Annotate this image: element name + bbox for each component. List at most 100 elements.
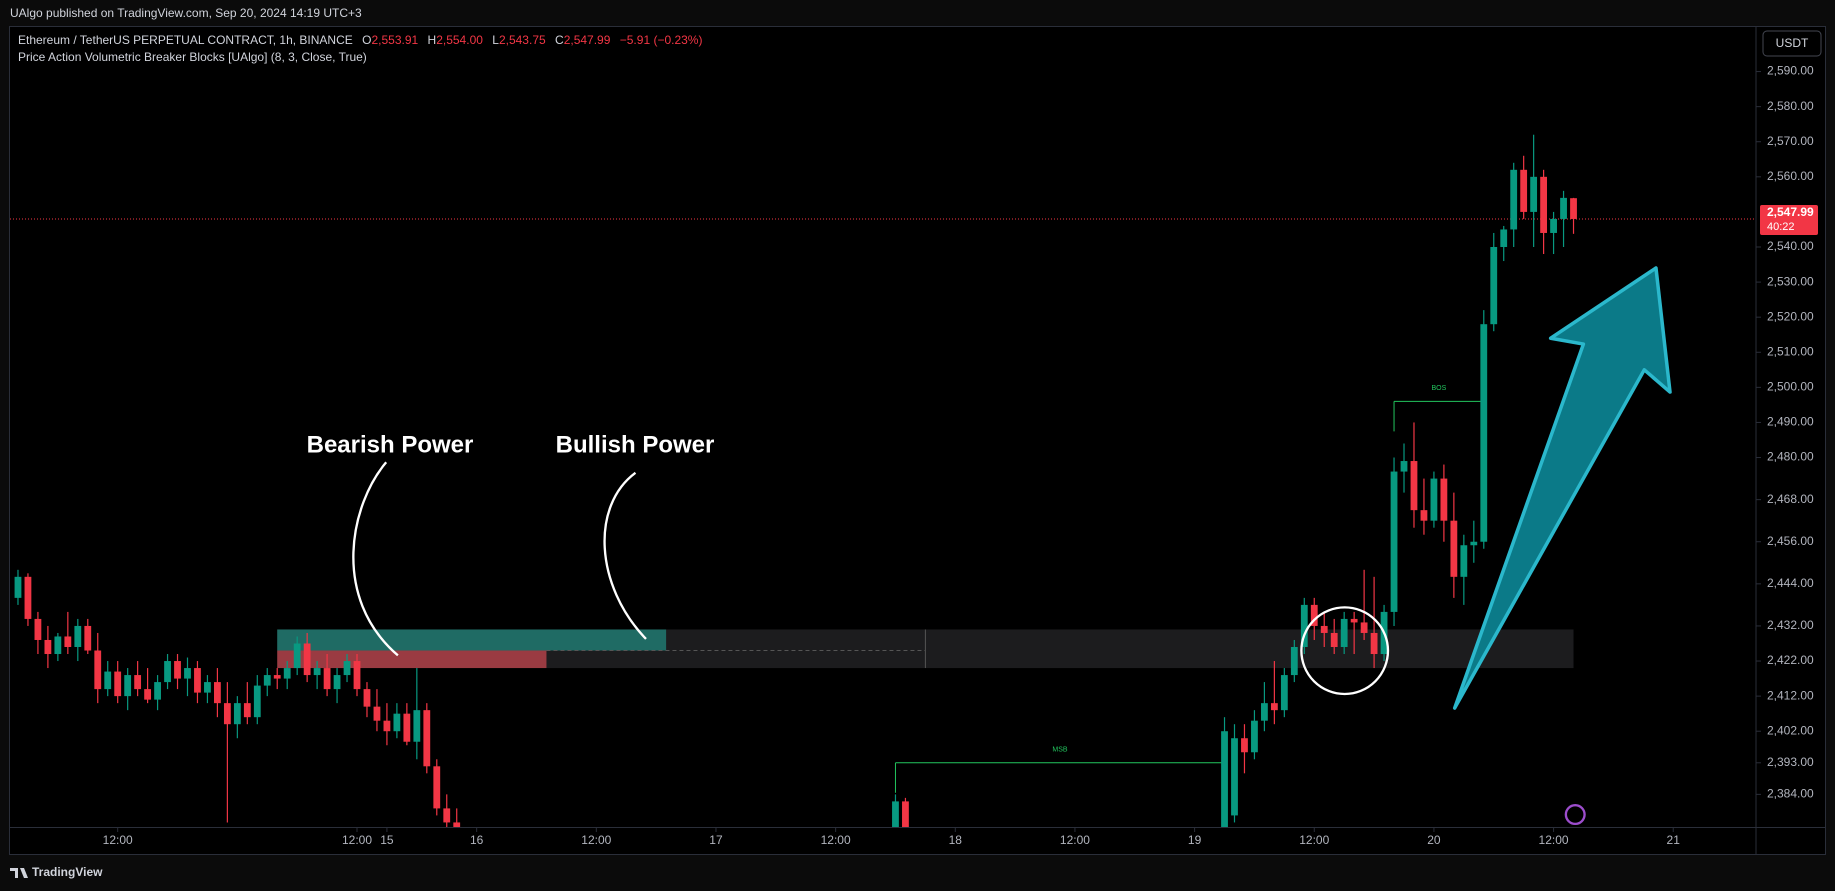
candle-body xyxy=(1300,604,1308,647)
ohlc-value: 2,547.99 xyxy=(564,33,611,47)
candle-body xyxy=(74,625,82,647)
candle-body xyxy=(892,801,899,827)
y-tick-label: 2,520.00 xyxy=(1767,309,1814,323)
candle-body xyxy=(1350,618,1358,623)
candle-body xyxy=(1390,471,1398,612)
y-tick-label: 2,490.00 xyxy=(1767,415,1814,429)
candle-body xyxy=(1410,461,1418,511)
x-tick-label: 18 xyxy=(949,833,963,847)
candle-body xyxy=(243,703,251,718)
last-price-box xyxy=(1760,204,1818,235)
y-tick-label: 2,402.00 xyxy=(1767,723,1814,737)
brand-logo xyxy=(10,868,28,878)
ohlc-key: H xyxy=(428,33,437,47)
publisher: UAlgo published on TradingView.com, Sep … xyxy=(10,6,362,20)
x-tick-label: 21 xyxy=(1667,833,1681,847)
candle-body xyxy=(1470,541,1478,546)
candle-body xyxy=(393,713,401,732)
candle-body xyxy=(303,643,311,676)
y-tick-label: 2,580.00 xyxy=(1767,99,1814,113)
y-tick-label: 2,422.00 xyxy=(1767,653,1814,667)
ohlc-value: 2,543.75 xyxy=(499,33,546,47)
candle-body xyxy=(1280,675,1288,711)
candle-body xyxy=(1480,324,1488,542)
candle-body xyxy=(1231,738,1238,816)
candle-body xyxy=(363,689,371,707)
candle-body xyxy=(353,661,361,690)
level-label: BOS xyxy=(1432,385,1447,392)
y-tick-label: 2,570.00 xyxy=(1767,134,1814,148)
candle-body xyxy=(174,661,181,679)
candle-body xyxy=(293,643,301,669)
y-tick-label: 2,530.00 xyxy=(1767,274,1814,288)
up-arrow xyxy=(1452,266,1672,710)
candle-body xyxy=(1540,176,1548,233)
candle-body xyxy=(453,822,461,827)
candle-body xyxy=(1440,478,1448,521)
x-tick-label: 20 xyxy=(1427,833,1441,847)
change: −5.91 (−0.23%) xyxy=(620,33,703,47)
symbol: Ethereum / TetherUS PERPETUAL CONTRACT, … xyxy=(18,33,353,47)
candle-body xyxy=(433,766,441,809)
candle-body xyxy=(1360,622,1368,633)
candle-body xyxy=(1340,618,1348,647)
currency-label[interactable]: USDT xyxy=(1776,36,1809,50)
y-tick-label: 2,432.00 xyxy=(1767,618,1814,632)
candle-body xyxy=(443,808,451,823)
plot-area: BOS MSB xyxy=(10,134,1755,827)
last-price-label: 2,547.99 xyxy=(1767,205,1814,219)
x-tick-label: 12:00 xyxy=(1060,833,1090,847)
candle-body xyxy=(1500,229,1508,247)
y-tick-label: 2,510.00 xyxy=(1767,344,1814,358)
candle-body xyxy=(204,682,211,693)
y-tick-label: 2,540.00 xyxy=(1767,239,1814,253)
candle-body xyxy=(1510,169,1518,230)
candle-body xyxy=(1450,520,1458,577)
candle-body xyxy=(1430,478,1438,521)
level-label: MSB xyxy=(1052,747,1068,754)
candle-body xyxy=(413,710,421,742)
candle-body xyxy=(104,671,112,690)
candle-body xyxy=(1330,632,1338,647)
ohlc-key: L xyxy=(492,33,499,47)
candle-body xyxy=(1251,720,1258,753)
candle-body xyxy=(1261,703,1268,721)
bullish-volume xyxy=(277,629,667,651)
candle-body xyxy=(94,650,102,690)
candle-body xyxy=(1490,247,1498,325)
candle-body xyxy=(214,682,221,704)
candle-body xyxy=(34,618,42,640)
candle-body xyxy=(1550,218,1557,233)
candle-body xyxy=(14,576,22,598)
y-tick-label: 2,384.00 xyxy=(1767,787,1814,801)
currency-button[interactable] xyxy=(1762,30,1822,57)
candle-body xyxy=(124,675,132,697)
annotation-curve xyxy=(352,461,399,657)
candle-body xyxy=(64,636,72,647)
candle-body xyxy=(1221,731,1228,827)
candle-body xyxy=(54,636,62,655)
candle-body xyxy=(1460,545,1468,577)
x-tick-label: 12:00 xyxy=(1299,833,1329,847)
countdown: 40:22 xyxy=(1767,221,1795,233)
candle-body xyxy=(333,675,341,690)
ohlc-key: O xyxy=(362,33,371,47)
alert-icon[interactable] xyxy=(1564,803,1586,826)
candle-body xyxy=(184,668,191,679)
candle-body xyxy=(323,668,331,690)
x-tick-label: 12:00 xyxy=(342,833,372,847)
x-tick-label: 12:00 xyxy=(821,833,851,847)
candle-body xyxy=(1530,176,1538,212)
x-tick-label: 19 xyxy=(1188,833,1202,847)
candle-body xyxy=(223,703,231,725)
highlight-circle xyxy=(1300,606,1390,696)
y-tick-label: 2,444.00 xyxy=(1767,576,1814,590)
candle-body xyxy=(84,625,92,651)
x-tick-label: 12:00 xyxy=(581,833,611,847)
candle-body xyxy=(1420,510,1428,521)
candle-body xyxy=(343,661,351,676)
y-tick-label: 2,468.00 xyxy=(1767,492,1814,506)
y-tick-label: 2,412.00 xyxy=(1767,688,1814,702)
candle-body xyxy=(1370,632,1378,655)
